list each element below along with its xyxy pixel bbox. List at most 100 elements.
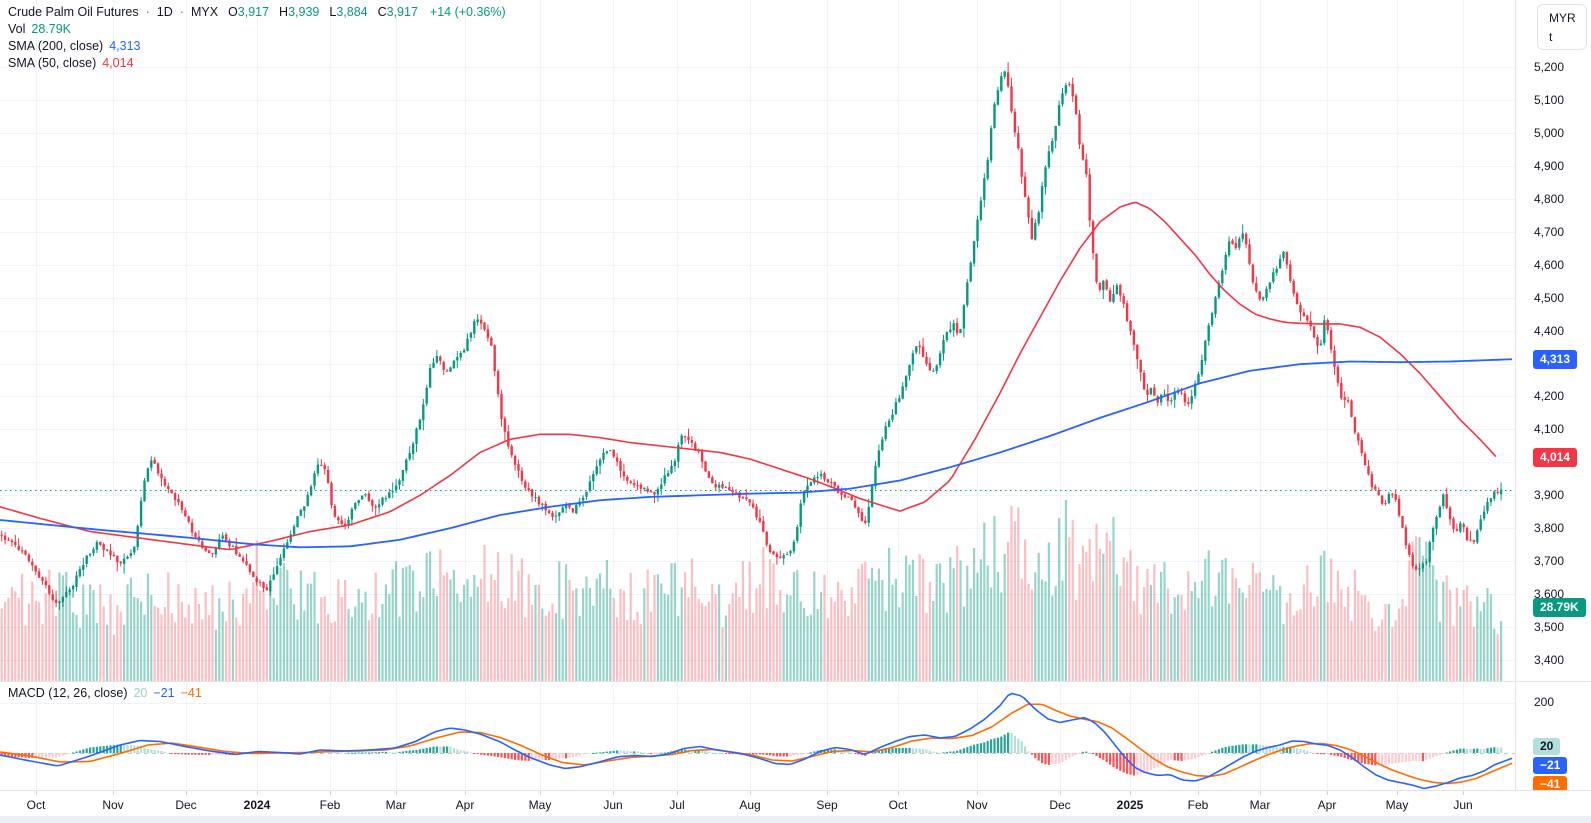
macd-signal-value: −41: [180, 686, 202, 700]
time-tick-mark: [540, 791, 541, 795]
bottom-scroll-strip[interactable]: [0, 816, 1591, 823]
price-tick-label: 3,900: [1534, 488, 1565, 503]
price-tick-label: 5,200: [1534, 60, 1565, 74]
pane-separator[interactable]: [0, 681, 1591, 682]
time-tick-mark: [977, 791, 978, 795]
time-tick-mark: [1060, 791, 1061, 795]
time-tick-mark: [396, 791, 397, 795]
unit-selector[interactable]: MYR t: [1537, 4, 1587, 50]
time-tick-label: 2025: [1116, 798, 1144, 812]
time-tick-mark: [1397, 791, 1398, 795]
low-value: 3,884: [336, 5, 368, 19]
time-tick-label: Feb: [1187, 798, 1209, 812]
separator-dot: ·: [145, 5, 150, 19]
time-tick-label: Sep: [816, 798, 838, 812]
time-tick-mark: [1260, 791, 1261, 795]
change-value: +14 (+0.36%): [429, 5, 506, 19]
time-tick-mark: [330, 791, 331, 795]
macd-row: MACD (12, 26, close) 20 −21 −41: [8, 685, 202, 702]
sma50-axis-badge: 4,014: [1533, 448, 1578, 467]
price-axis[interactable]: MYR t 5,200 5,100 5,000 4,900 4,800 4,700 4,60…: [1515, 0, 1591, 793]
macd-hist-value: 20: [133, 686, 148, 700]
time-tick-label: Mar: [1249, 798, 1271, 812]
chart-canvas[interactable]: [0, 0, 1515, 790]
sma50-value: 4,014: [102, 56, 134, 70]
volume-label[interactable]: Vol: [8, 22, 26, 36]
close-pair: C3,917: [377, 5, 418, 19]
time-tick-label: Apr: [455, 798, 475, 812]
time-tick-mark: [186, 791, 187, 795]
macd-line-axis-badge: −21: [1533, 757, 1568, 774]
time-tick-label: Oct: [26, 798, 46, 812]
separator-dot: ·: [179, 5, 184, 19]
time-tick-mark: [1327, 791, 1328, 795]
sma200-value: 4,313: [109, 39, 141, 53]
price-tick-label: 4,600: [1534, 257, 1565, 272]
sma200-row: SMA (200, close) 4,313: [8, 38, 506, 55]
price-tick-label: 3,800: [1534, 521, 1565, 536]
time-tick-mark: [257, 791, 258, 795]
time-tick-label: Mar: [385, 798, 407, 812]
sma200-label[interactable]: SMA (200, close): [8, 39, 104, 53]
time-tick-label: 2024: [243, 798, 271, 812]
time-tick-label: Jun: [1453, 798, 1473, 812]
symbol-name[interactable]: Crude Palm Oil Futures: [8, 5, 139, 19]
price-tick-label: 5,000: [1534, 125, 1565, 140]
macd-line-value: −21: [153, 686, 175, 700]
time-tick-label: Dec: [1049, 798, 1071, 812]
price-tick-label: 4,200: [1534, 389, 1565, 404]
high-value: 3,939: [288, 5, 320, 19]
unit-currency[interactable]: MYR: [1549, 10, 1576, 25]
sma200-axis-badge: 4,313: [1533, 350, 1578, 369]
price-tick-label: 3,400: [1534, 653, 1565, 667]
price-tick-label: 3,500: [1534, 620, 1565, 635]
time-tick-label: Apr: [1317, 798, 1337, 812]
price-tick-label: 5,100: [1534, 92, 1565, 107]
time-tick-mark: [613, 791, 614, 795]
low-pair: L3,884: [329, 5, 368, 19]
price-tick-label: 4,800: [1534, 191, 1565, 206]
price-tick-label: 4,700: [1534, 224, 1565, 239]
unit-measure[interactable]: t: [1549, 29, 1553, 44]
price-tick-label: 3,700: [1534, 554, 1565, 569]
time-tick-label: Oct: [888, 798, 908, 812]
interval-value[interactable]: 1D: [156, 5, 173, 19]
macd-axis-tick: 200: [1534, 695, 1555, 709]
macd-signal-axis-badge: −41: [1533, 776, 1568, 793]
time-tick-label: May: [1385, 798, 1409, 812]
symbol-row: Crude Palm Oil Futures · 1D · MYX O3,917…: [8, 4, 506, 21]
macd-label[interactable]: MACD (12, 26, close): [8, 686, 128, 700]
exchange-name[interactable]: MYX: [190, 5, 219, 19]
time-tick-mark: [1198, 791, 1199, 795]
macd-legend: MACD (12, 26, close) 20 −21 −41: [8, 685, 202, 702]
time-tick-label: Nov: [966, 798, 988, 812]
price-tick-label: 4,100: [1534, 422, 1565, 437]
time-tick-label: Feb: [319, 798, 341, 812]
time-tick-label: Jul: [669, 798, 685, 812]
volume-value: 28.79K: [31, 22, 72, 36]
time-tick-mark: [113, 791, 114, 795]
time-tick-mark: [750, 791, 751, 795]
time-tick-label: Jun: [603, 798, 623, 812]
time-tick-mark: [36, 791, 37, 795]
price-tick-label: 4,900: [1534, 158, 1565, 173]
sma50-row: SMA (50, close) 4,014: [8, 55, 506, 72]
time-tick-mark: [465, 791, 466, 795]
time-tick-label: Aug: [739, 798, 761, 812]
sma50-label[interactable]: SMA (50, close): [8, 56, 97, 70]
macd-hist-axis-badge: 20: [1533, 738, 1561, 755]
time-tick-label: Dec: [175, 798, 197, 812]
time-tick-mark: [898, 791, 899, 795]
time-tick-mark: [1130, 791, 1131, 795]
price-tick-label: 4,400: [1534, 323, 1565, 338]
open-value: 3,917: [237, 5, 270, 19]
time-tick-mark: [1463, 791, 1464, 795]
volume-row: Vol 28.79K: [8, 21, 506, 38]
time-tick-label: May: [528, 798, 552, 812]
open-pair: O3,917: [228, 5, 270, 19]
time-tick-mark: [677, 791, 678, 795]
time-tick-label: Nov: [102, 798, 124, 812]
close-value: 3,917: [386, 5, 418, 19]
symbol-legend: Crude Palm Oil Futures · 1D · MYX O3,917…: [8, 4, 506, 72]
